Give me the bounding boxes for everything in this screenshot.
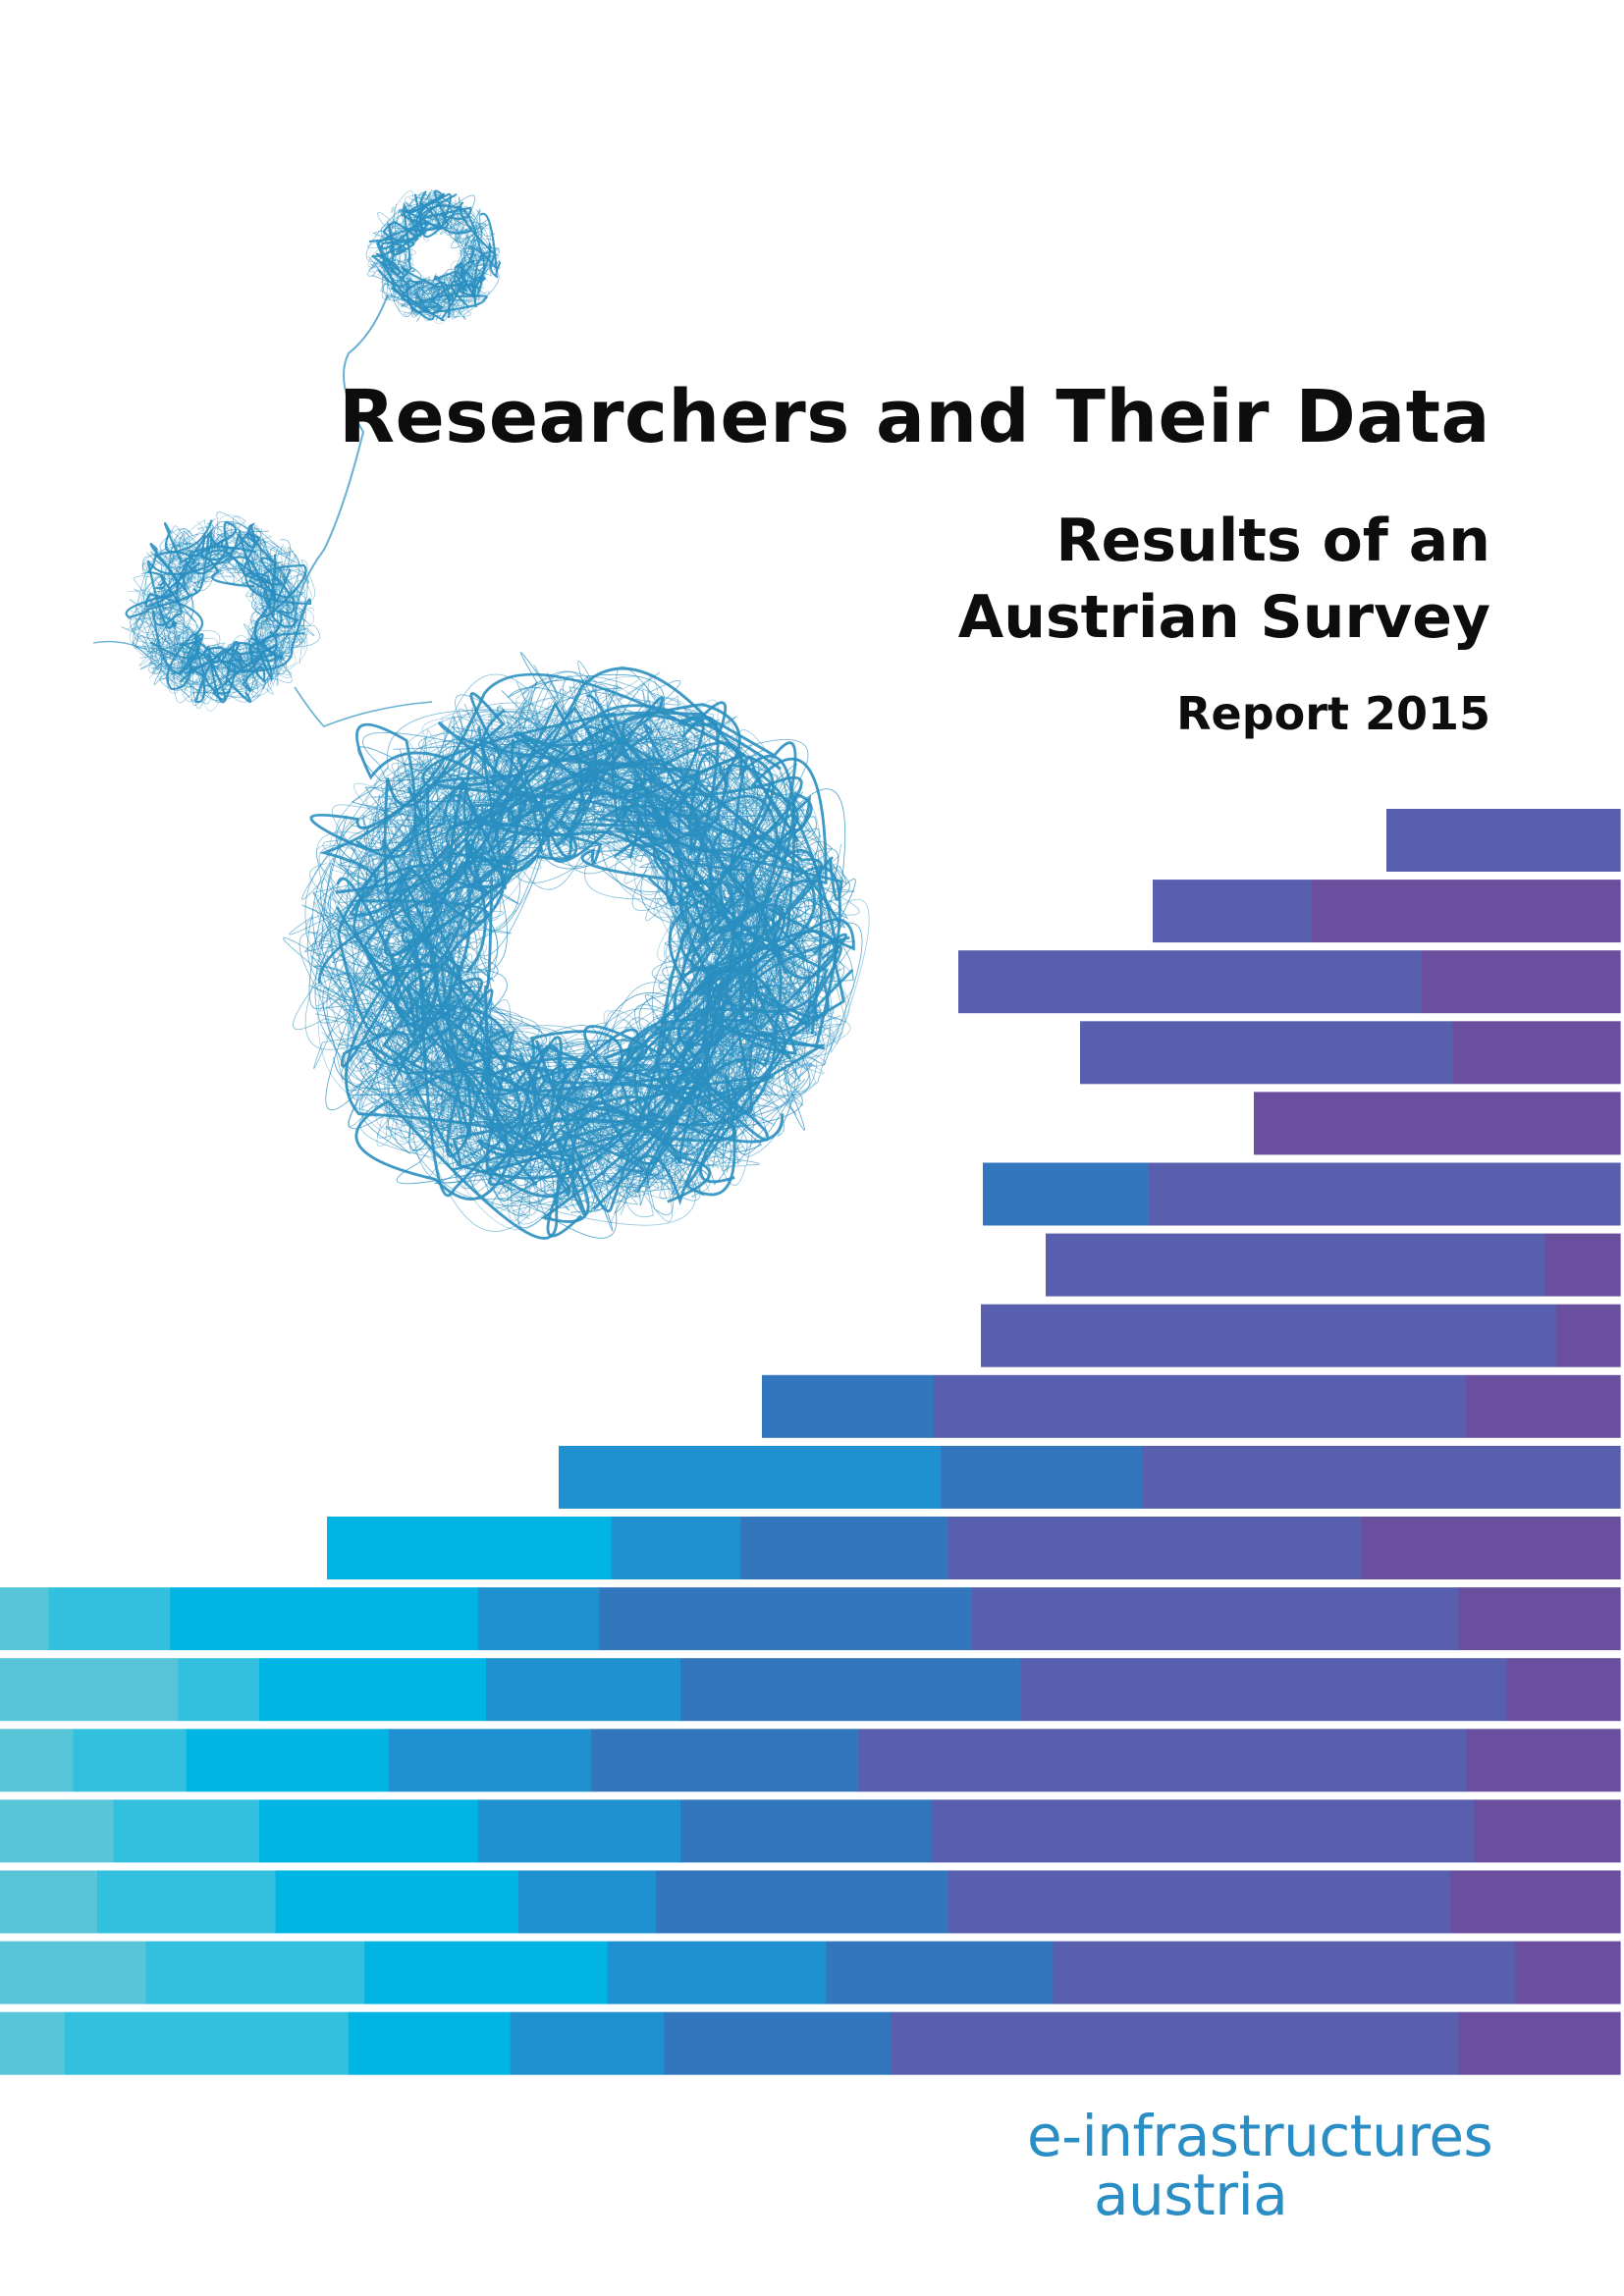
bar-segment (1386, 809, 1621, 872)
bar-segment (1452, 1021, 1621, 1085)
bar-segment (0, 1799, 115, 1863)
logo-line-1: e-infrastructures (1027, 2103, 1493, 2169)
bar-segment (933, 1374, 1467, 1438)
subtitle-line-2: Austrian Survey (957, 583, 1490, 652)
bar-segment (1545, 1233, 1621, 1297)
bar-segment (947, 1517, 1363, 1579)
network-cluster (283, 652, 870, 1240)
bar-segment (327, 1517, 613, 1579)
bar-segment (1153, 880, 1313, 943)
bar-segment (947, 1870, 1451, 1934)
bar-segment (1458, 2011, 1621, 2075)
report-title: Researchers and Their Data (339, 375, 1490, 459)
network-cluster (121, 511, 320, 712)
bar-segment (170, 1587, 479, 1651)
bar-segment (113, 1799, 260, 1863)
bar-segment (656, 1870, 948, 1934)
network-link (294, 294, 389, 629)
bar-segment (664, 2011, 893, 2075)
bar-segment (510, 2011, 666, 2075)
bar-segment (1465, 1374, 1621, 1438)
bar-segment (1142, 1445, 1621, 1509)
bar-segment (941, 1445, 1144, 1509)
logo-line-2: austria (1094, 2162, 1288, 2228)
bar-segment (1421, 950, 1621, 1014)
bar-segment (762, 1374, 935, 1438)
bar-segment (186, 1729, 390, 1792)
report-year-label: Report 2015 (1176, 687, 1490, 740)
bar-segment (48, 1587, 171, 1651)
molecular-network-illustration (92, 189, 870, 1240)
bar-segment (607, 1941, 828, 2004)
bar-segment (1514, 1941, 1621, 2004)
report-subtitle: Results of an Austrian Survey (958, 503, 1490, 656)
bar-segment (958, 950, 1423, 1014)
bar-segment (275, 1870, 519, 1934)
bar-segment (740, 1517, 948, 1579)
bar-segment (477, 1799, 681, 1863)
subtitle-line-1: Results of an (1056, 507, 1490, 575)
bar-segment (389, 1729, 592, 1792)
bar-segment (73, 1729, 188, 1792)
bar-segment (680, 1799, 933, 1863)
bar-segment (680, 1658, 1022, 1722)
bar-segment (1466, 1729, 1621, 1792)
network-cluster (365, 189, 502, 325)
bar-segment (1148, 1162, 1621, 1226)
bar-segment (0, 1729, 74, 1792)
bar-segment (1311, 880, 1621, 943)
bar-segment (0, 1587, 50, 1651)
bar-segment (0, 1658, 180, 1722)
bar-segment (348, 2011, 512, 2075)
bar-segment (259, 1658, 487, 1722)
bar-segment (1474, 1799, 1621, 1863)
bar-segment (599, 1587, 973, 1651)
bar-segment (983, 1162, 1150, 1226)
bar-segment (65, 2011, 350, 2075)
bar-segment (1449, 1870, 1621, 1934)
bar-segment (1458, 1587, 1621, 1651)
bar-segment (559, 1445, 942, 1509)
bar-segment (1046, 1233, 1546, 1297)
bar-segment (972, 1587, 1459, 1651)
bar-segment (0, 1941, 147, 2004)
bar-segment (518, 1870, 657, 1934)
bar-segment (259, 1799, 479, 1863)
bar-segment (0, 2011, 66, 2075)
bar-segment (981, 1304, 1557, 1367)
e-infrastructures-austria-logo: e-infrastructures austria (1027, 2103, 1493, 2228)
bar-segment (1506, 1658, 1621, 1722)
bar-segment (1254, 1092, 1621, 1155)
bar-segment (364, 1941, 609, 2004)
bar-segment (97, 1870, 277, 1934)
bar-segment (178, 1658, 260, 1722)
bar-segment (1053, 1941, 1516, 2004)
bar-segment (858, 1729, 1467, 1792)
bar-segment (1080, 1021, 1454, 1085)
bar-segment (611, 1517, 741, 1579)
bar-segment (891, 2011, 1459, 2075)
network-link (294, 686, 433, 727)
bar-segment (1555, 1304, 1621, 1367)
bar-segment (1361, 1517, 1621, 1579)
bar-segment (486, 1658, 681, 1722)
bar-segment (145, 1941, 365, 2004)
bar-segment (826, 1941, 1055, 2004)
bar-segment (0, 1870, 98, 1934)
bar-segment (477, 1587, 601, 1651)
bar-segment (931, 1799, 1476, 1863)
bar-segment (1020, 1658, 1508, 1722)
bar-segment (591, 1729, 860, 1792)
